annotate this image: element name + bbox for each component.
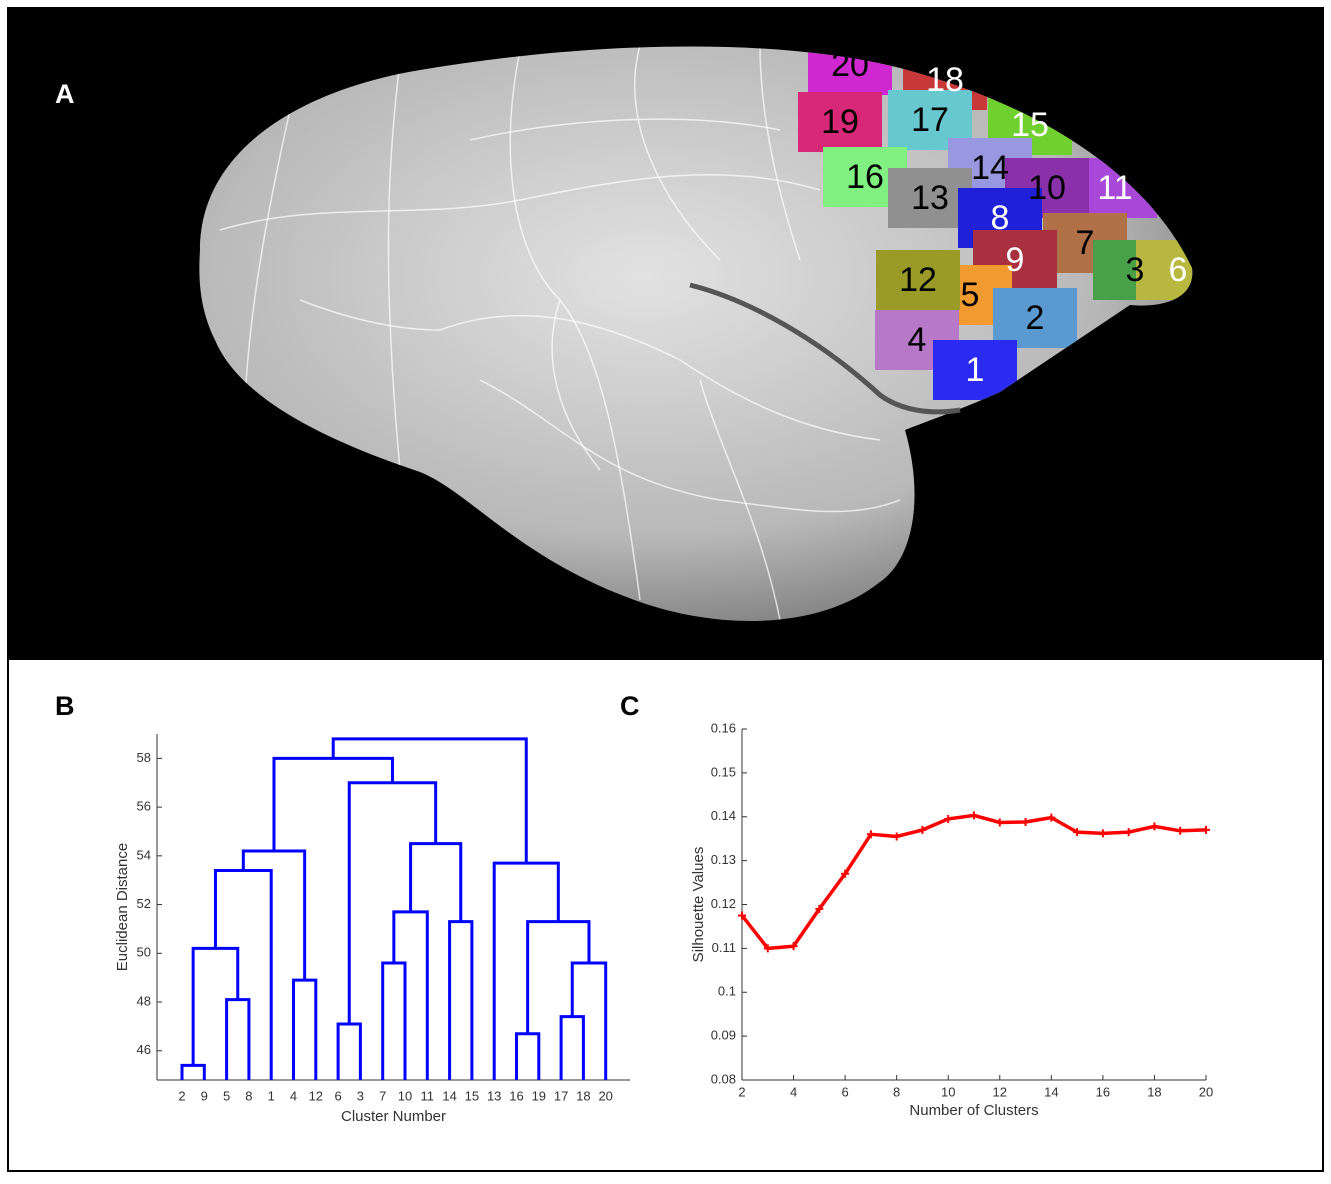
region-label: 15 <box>1011 106 1049 144</box>
region-label: 14 <box>971 149 1009 187</box>
region-label: 9 <box>1006 241 1025 279</box>
x-tick-label: 9 <box>201 1088 208 1103</box>
y-tick-label: 0.12 <box>711 896 736 911</box>
x-tick-label: 4 <box>290 1088 297 1103</box>
x-tick-label: 12 <box>309 1088 323 1103</box>
panel-label: A <box>55 79 75 109</box>
region-label: 12 <box>899 261 937 299</box>
region-label: 20 <box>831 46 869 84</box>
region-label: 10 <box>1028 169 1066 207</box>
region-label: 16 <box>846 158 884 196</box>
x-axis-label: Number of Clusters <box>909 1102 1038 1119</box>
region-label: 8 <box>991 199 1010 237</box>
region-label: 7 <box>1076 224 1095 262</box>
x-tick-label: 19 <box>532 1088 546 1103</box>
y-tick-label: 0.11 <box>712 940 736 955</box>
x-tick-label: 18 <box>576 1088 590 1103</box>
region-label: 11 <box>1097 169 1132 207</box>
y-tick-label: 48 <box>137 993 151 1008</box>
y-tick-label: 0.13 <box>711 852 736 867</box>
y-tick-label: 56 <box>137 799 151 814</box>
region-label: 18 <box>926 61 964 99</box>
region-label: 1 <box>966 351 985 389</box>
y-tick-label: 0.08 <box>711 1071 736 1086</box>
x-tick-label: 14 <box>1044 1084 1058 1099</box>
region-label: 3 <box>1126 251 1145 289</box>
x-tick-label: 3 <box>357 1088 364 1103</box>
x-axis-label: Cluster Number <box>341 1108 446 1125</box>
x-tick-label: 5 <box>223 1088 230 1103</box>
figure: 1234567891011121314151617181920 A B C 46… <box>0 0 1331 1179</box>
x-tick-label: 18 <box>1147 1084 1161 1099</box>
region-label: 6 <box>1169 251 1188 289</box>
y-axis-label: Euclidean Distance <box>114 843 131 971</box>
y-tick-label: 0.09 <box>711 1028 736 1043</box>
y-tick-label: 0.16 <box>711 720 736 735</box>
x-tick-label: 6 <box>334 1088 341 1103</box>
y-axis-label: Silhouette Values <box>690 847 707 963</box>
y-tick-label: 58 <box>137 750 151 765</box>
x-tick-label: 12 <box>993 1084 1007 1099</box>
x-tick-label: 2 <box>738 1084 745 1099</box>
y-tick-label: 0.15 <box>711 764 736 779</box>
x-tick-label: 10 <box>398 1088 412 1103</box>
y-tick-label: 52 <box>137 896 151 911</box>
panel-label: C <box>620 691 640 721</box>
region-label: 17 <box>911 101 949 139</box>
x-tick-label: 17 <box>554 1088 568 1103</box>
y-tick-label: 46 <box>137 1042 151 1057</box>
region-label: 19 <box>821 103 859 141</box>
region-label: 4 <box>908 321 927 359</box>
x-tick-label: 16 <box>509 1088 523 1103</box>
x-tick-label: 7 <box>379 1088 386 1103</box>
region-label: 5 <box>961 276 980 314</box>
x-tick-label: 4 <box>790 1084 797 1099</box>
y-tick-label: 0.1 <box>718 984 736 999</box>
y-tick-label: 50 <box>137 945 151 960</box>
region-label: 13 <box>911 179 949 217</box>
x-tick-label: 8 <box>245 1088 252 1103</box>
region-label: 2 <box>1026 299 1045 337</box>
x-tick-label: 20 <box>1199 1084 1213 1099</box>
y-tick-label: 0.14 <box>711 808 736 823</box>
x-tick-label: 2 <box>178 1088 185 1103</box>
x-tick-label: 6 <box>841 1084 848 1099</box>
x-tick-label: 14 <box>442 1088 456 1103</box>
x-tick-label: 8 <box>893 1084 900 1099</box>
x-tick-label: 16 <box>1096 1084 1110 1099</box>
x-tick-label: 1 <box>268 1088 275 1103</box>
x-tick-label: 20 <box>598 1088 612 1103</box>
x-tick-label: 10 <box>941 1084 955 1099</box>
x-tick-label: 11 <box>421 1088 435 1103</box>
panel-label: B <box>55 691 75 721</box>
x-tick-label: 13 <box>487 1088 501 1103</box>
x-tick-label: 15 <box>465 1088 479 1103</box>
y-tick-label: 54 <box>137 847 151 862</box>
